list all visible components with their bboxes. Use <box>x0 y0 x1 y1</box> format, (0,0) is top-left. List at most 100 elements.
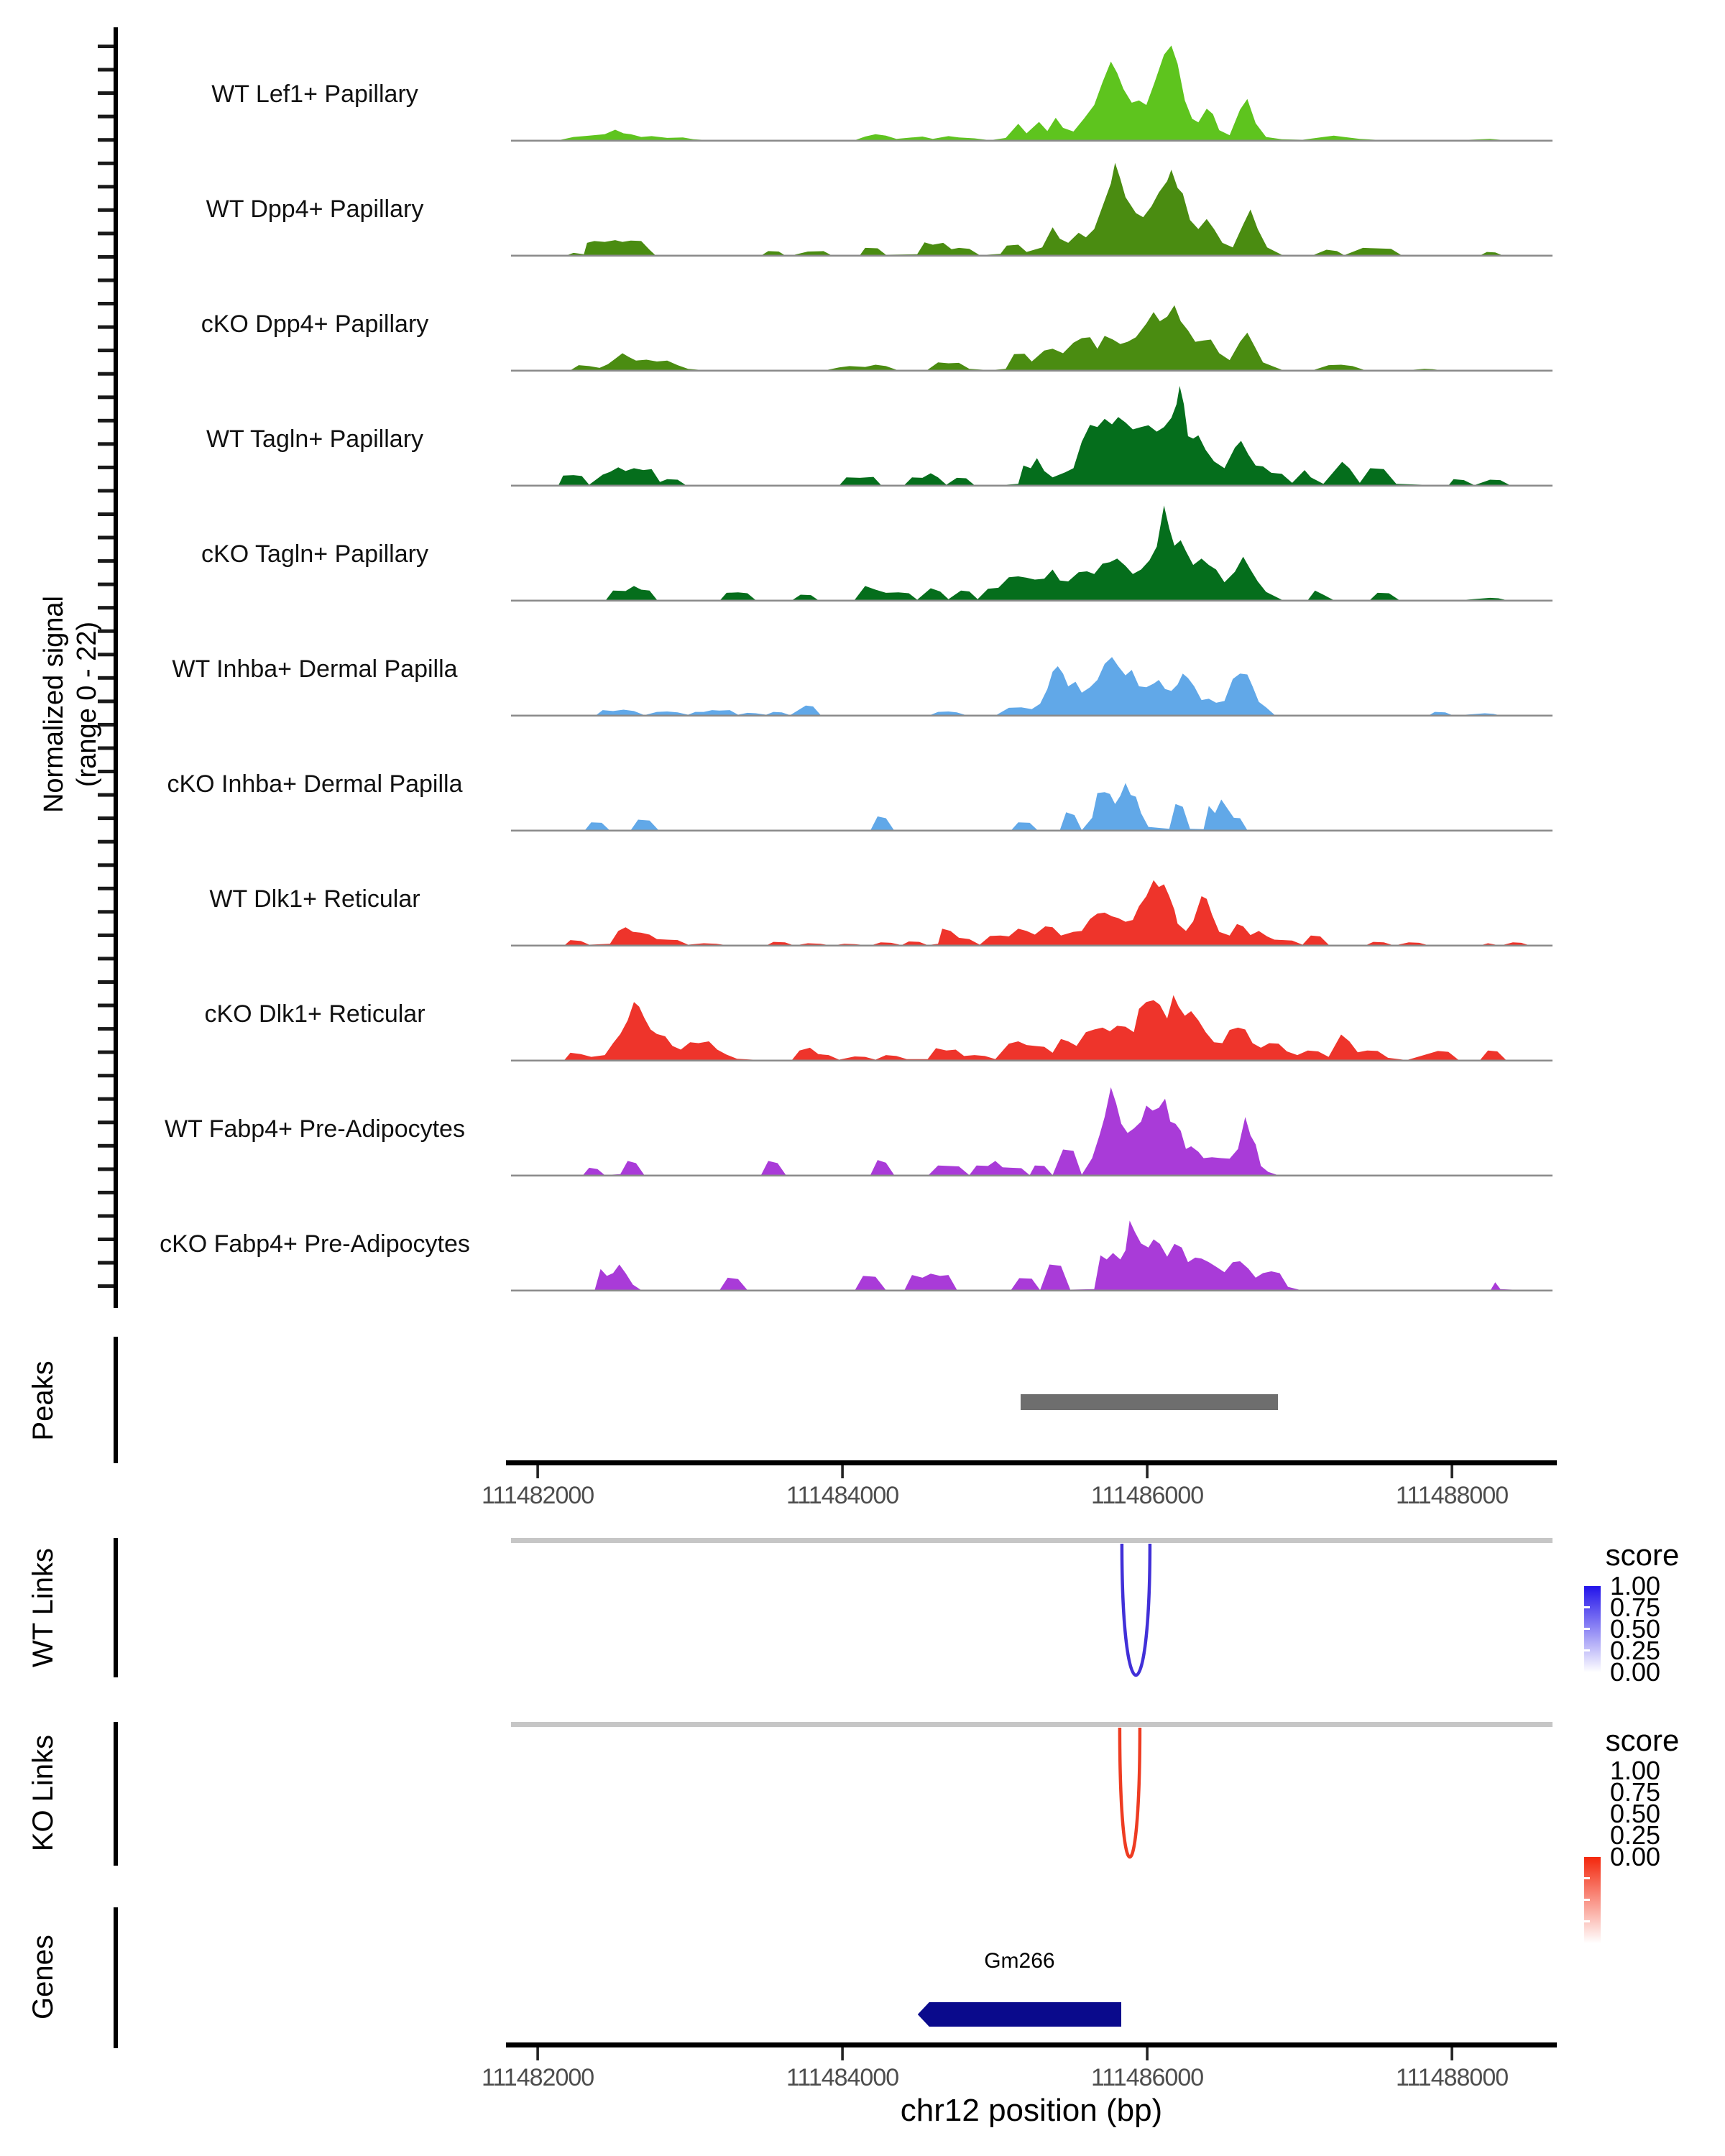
coverage-area <box>511 783 1552 831</box>
genome-axis-tick-label: 111482000 <box>482 2064 594 2091</box>
signal-axis-tick <box>98 1027 114 1031</box>
ko-links-baseline <box>511 1722 1552 1727</box>
genome-axis-tick-label: 111486000 <box>1091 2064 1203 2091</box>
coverage-area <box>511 1220 1552 1291</box>
wt-score-legend-labels: 1.00 0.75 0.50 0.25 0.00 <box>1610 1571 1661 1687</box>
signal-axis-tick <box>98 839 114 844</box>
colorbar-tick <box>1584 1606 1590 1608</box>
y-axis-label-line1: Normalized signal <box>39 596 69 814</box>
gene-name-label: Gm266 <box>984 1949 1055 1973</box>
signal-axis-tick <box>98 770 114 773</box>
signal-axis-tick <box>98 208 114 212</box>
coverage-track <box>511 386 1552 487</box>
ko-score-legend-labels: 1.00 0.75 0.50 0.25 0.00 <box>1610 1756 1661 1870</box>
track-label: cKO Dpp4+ Papillary <box>201 310 429 338</box>
signal-axis-tick <box>98 45 114 48</box>
coverage-area <box>511 45 1552 142</box>
coverage-area <box>511 505 1552 602</box>
signal-axis-tick <box>98 1261 114 1265</box>
genome-axis-tick <box>536 2047 539 2060</box>
signal-axis-tick <box>98 138 114 142</box>
signal-axis-tick <box>98 442 114 446</box>
signal-axis-tick <box>98 1214 114 1218</box>
genome-axis-tick <box>1146 2047 1149 2060</box>
coverage-track <box>511 45 1552 142</box>
wt-score-colorbar <box>1584 1586 1601 1672</box>
colorbar-tick <box>1584 1899 1590 1901</box>
signal-axis-tick <box>98 1284 114 1289</box>
score-legend-tick-label: 0.25 <box>1610 1820 1661 1850</box>
signal-axis-tick <box>98 699 114 704</box>
signal-axis-tick <box>98 957 114 961</box>
coverage-area <box>511 162 1552 257</box>
signal-axis-tick <box>98 606 114 610</box>
signal-axis-tick <box>98 535 114 540</box>
signal-axis-tick <box>98 1003 114 1008</box>
coverage-track <box>511 1220 1552 1291</box>
signal-axis-tick <box>98 1143 114 1148</box>
genome-axis-tick-label: 111482000 <box>482 1482 594 1509</box>
signal-axis-tick <box>98 629 114 633</box>
signal-axis-tick <box>98 1074 114 1078</box>
signal-axis-tick <box>98 1097 114 1101</box>
signal-axis-tick <box>98 746 114 750</box>
coverage-area <box>511 386 1552 487</box>
signal-axis-tick <box>98 933 114 937</box>
track-label: WT Inhba+ Dermal Papilla <box>172 655 458 683</box>
coverage-track <box>511 305 1552 372</box>
wt-links-section-axis <box>114 1538 118 1677</box>
score-legend-tick-label: 0.00 <box>1610 1657 1661 1687</box>
signal-axis-tick <box>98 512 114 516</box>
track-label: cKO Inhba+ Dermal Papilla <box>167 770 463 798</box>
genome-axis-top: 111482000 111484000 111486000 111488000 <box>482 1460 1557 1509</box>
signal-axis-tick <box>98 395 114 400</box>
coverage-track <box>511 995 1552 1061</box>
genome-axis-tick <box>841 2047 844 2060</box>
score-legend-tick-label: 0.50 <box>1610 1614 1661 1644</box>
peak-region-bar <box>1021 1394 1279 1410</box>
score-legend-tick-label: 1.00 <box>1610 1571 1661 1600</box>
track-label: WT Dpp4+ Papillary <box>206 195 424 223</box>
signal-axis-tick <box>98 910 114 914</box>
genes-section-axis <box>114 1907 118 2048</box>
signal-axis-tick <box>98 161 114 165</box>
normalized-signal-axis <box>98 27 118 1308</box>
signal-axis-tick <box>98 231 114 236</box>
score-legend-tick-label: 0.75 <box>1610 1593 1661 1622</box>
signal-axis-tick <box>98 254 114 259</box>
track-label: WT Tagln+ Papillary <box>206 425 424 453</box>
signal-axis-tick <box>98 489 114 493</box>
signal-axis-tick <box>98 349 114 353</box>
colorbar-tick <box>1584 1877 1590 1879</box>
wt-links-baseline <box>511 1538 1552 1543</box>
track-label: cKO Tagln+ Papillary <box>201 540 428 568</box>
signal-axis-tick <box>98 793 114 797</box>
genome-axis-tick-label: 111488000 <box>1396 2064 1508 2091</box>
gene-body-bar <box>917 2002 1122 2027</box>
track-label: cKO Fabp4+ Pre-Adipocytes <box>160 1230 470 1258</box>
signal-axis-tick <box>98 91 114 96</box>
signal-axis-tick <box>98 325 114 329</box>
ko-link-loop <box>1118 1727 1142 1858</box>
coverage-area <box>511 657 1552 717</box>
signal-axis-tick <box>98 676 114 680</box>
signal-axis-tick <box>98 1190 114 1194</box>
genome-axis-tick <box>1450 1465 1453 1478</box>
genome-axis-tick-label: 111484000 <box>786 1482 898 1509</box>
coverage-area <box>511 880 1552 946</box>
wt-link-loop <box>1120 1543 1152 1677</box>
ko-score-legend-title: score <box>1605 1723 1680 1757</box>
signal-axis-tick <box>98 863 114 867</box>
signal-axis-tick <box>98 68 114 72</box>
genome-axis-tick <box>1450 2047 1453 2060</box>
peaks-section-axis <box>114 1337 118 1463</box>
track-label: WT Lef1+ Papillary <box>211 80 418 108</box>
signal-axis-tick <box>98 816 114 821</box>
ko-links-section-axis <box>114 1722 118 1866</box>
track-label: WT Fabp4+ Pre-Adipocytes <box>165 1115 465 1143</box>
colorbar-tick <box>1584 1649 1590 1651</box>
score-legend-tick-label: 1.00 <box>1610 1756 1661 1785</box>
genome-axis-tick <box>1146 1465 1149 1478</box>
score-legend-tick-label: 0.75 <box>1610 1777 1661 1807</box>
track-label: WT Dlk1+ Reticular <box>209 885 420 913</box>
